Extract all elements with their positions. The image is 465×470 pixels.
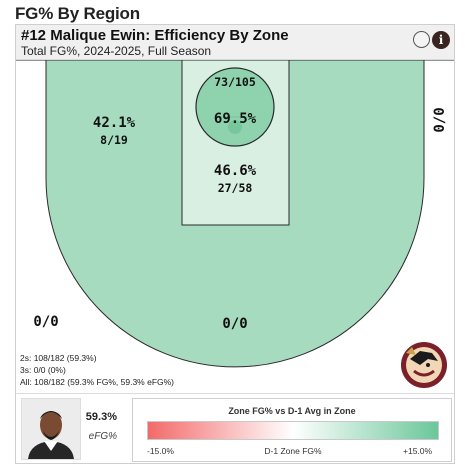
team-logo bbox=[401, 342, 447, 388]
card-header: #12 Malique Ewin: Efficiency By Zone Tot… bbox=[16, 25, 454, 60]
player-headshot bbox=[21, 398, 81, 460]
paint-pct: 46.6% bbox=[213, 163, 257, 179]
rim-pct: 69.5% bbox=[213, 111, 257, 127]
legend-max-label: +15.0% bbox=[403, 446, 433, 456]
left-midrange-made-att: 8/19 bbox=[100, 133, 128, 147]
legend-mid-label: D-1 Zone FG% bbox=[264, 446, 322, 456]
page-title: FG% By Region bbox=[15, 4, 140, 23]
efg-label: eFG% bbox=[88, 431, 117, 442]
card-title: #12 Malique Ewin: Efficiency By Zone bbox=[21, 27, 289, 44]
shot-court bbox=[16, 60, 454, 393]
summary-twos: 2s: 108/182 (59.3%) bbox=[20, 353, 97, 363]
color-legend: Zone FG% vs D-1 Avg in Zone -15.0% D-1 Z… bbox=[132, 398, 452, 462]
basket-marker bbox=[228, 120, 242, 134]
card-subtitle: Total FG%, 2024-2025, Full Season bbox=[21, 44, 212, 58]
efg-value: 59.3% bbox=[85, 411, 117, 423]
summary-threes: 3s: 0/0 (0%) bbox=[20, 365, 66, 375]
left-midrange-pct: 42.1% bbox=[92, 115, 136, 131]
zone-efficiency-card: #12 Malique Ewin: Efficiency By Zone Tot… bbox=[15, 24, 455, 464]
player-avatar bbox=[22, 399, 80, 459]
legend-gradient-bar bbox=[147, 421, 439, 440]
paint-made-att: 27/58 bbox=[217, 181, 253, 195]
left-corner-three-made-att: 0/0 bbox=[33, 314, 59, 330]
summary-all: All: 108/182 (59.3% FG%, 59.3% eFG%) bbox=[20, 377, 175, 387]
right-midrange-made-att: 0/0 bbox=[432, 107, 448, 133]
info-icon[interactable]: i bbox=[432, 31, 450, 49]
legend-title: Zone FG% vs D-1 Avg in Zone bbox=[228, 406, 356, 416]
legend-min-label: -15.0% bbox=[147, 446, 174, 456]
circle-toggle-icon[interactable] bbox=[413, 31, 430, 48]
footer-panel: 59.3% eFG% Zone FG% vs D-1 Avg in Zone -… bbox=[16, 393, 454, 464]
top-three-made-att: 0/0 bbox=[222, 316, 248, 332]
rim-zone bbox=[195, 67, 275, 147]
rim-made-att: 73/105 bbox=[214, 75, 256, 89]
